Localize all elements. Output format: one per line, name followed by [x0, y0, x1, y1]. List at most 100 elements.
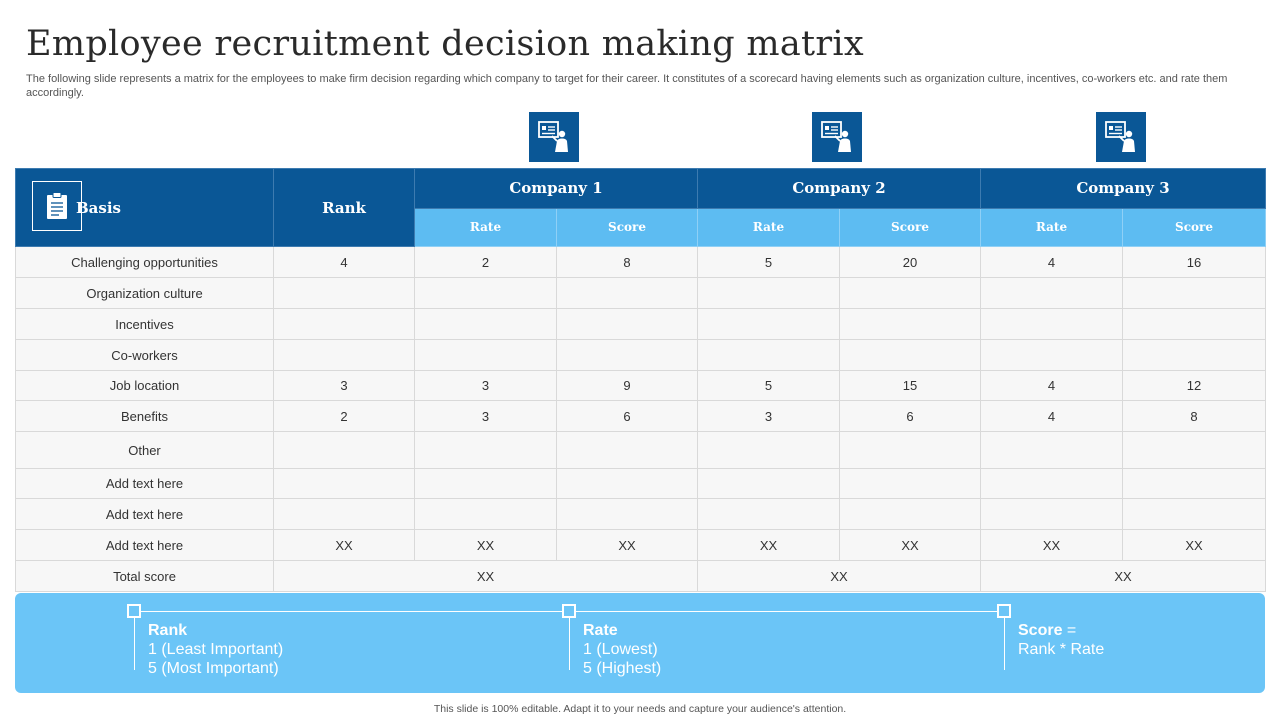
company-1-score-cell [556, 431, 698, 469]
rank-cell [273, 468, 415, 499]
table-row: Add text here XX XX XX XX XX XX XX [15, 529, 1266, 561]
company-3-presentation-icon [1096, 112, 1146, 162]
rank-cell [273, 431, 415, 469]
company-3-header: Company 3 [980, 168, 1266, 209]
company-3-rate-cell: XX [980, 529, 1123, 561]
company-2-score-cell [839, 308, 981, 340]
score-legend-heading: Score [1018, 622, 1063, 639]
rank-cell [273, 498, 415, 530]
company-2-score-cell: 6 [839, 400, 981, 432]
company-1-rate-cell [414, 277, 557, 309]
company-2-rate-cell [697, 277, 840, 309]
company-3-score-header: Score [1122, 207, 1266, 247]
rate-marker [562, 604, 576, 618]
company-1-rate-cell: 3 [414, 370, 557, 401]
company-3-score-cell: 16 [1122, 246, 1266, 278]
decision-matrix-table: Basis Rank Company 1 Company 2 Company 3… [15, 168, 1266, 592]
company-2-rate-cell [697, 308, 840, 340]
company-2-rate-cell [697, 468, 840, 499]
basis-cell: Add text here [15, 468, 274, 499]
rank-legend-line2: 5 (Most Important) [148, 660, 279, 677]
company-2-score-cell [839, 277, 981, 309]
clipboard-document-icon [32, 181, 82, 231]
rank-header: Rank [273, 168, 415, 247]
rank-legend: Rank 1 (Least Important) 5 (Most Importa… [148, 621, 283, 678]
basis-cell: Add text here [15, 529, 274, 561]
basis-cell: Organization culture [15, 277, 274, 309]
company-2-rate-cell [697, 498, 840, 530]
company-1-rate-cell [414, 468, 557, 499]
company-1-header: Company 1 [414, 168, 698, 209]
company-3-total: XX [980, 560, 1266, 592]
table-row: Job location 3 3 9 5 15 4 12 [15, 370, 1266, 401]
company-1-total: XX [273, 560, 698, 592]
company-1-score-cell [556, 468, 698, 499]
company-1-score-header: Score [556, 207, 698, 247]
basis-cell: Other [15, 431, 274, 469]
company-2-rate-header: Rate [697, 207, 840, 247]
company-1-rate-cell [414, 308, 557, 340]
company-2-rate-cell [697, 431, 840, 469]
company-1-rate-cell: XX [414, 529, 557, 561]
basis-header: Basis [15, 168, 274, 247]
company-2-rate-cell: XX [697, 529, 840, 561]
company-3-score-cell [1122, 308, 1266, 340]
company-2-score-cell [839, 431, 981, 469]
score-legend: Score = Rank * Rate [1018, 621, 1104, 659]
company-2-score-cell [839, 339, 981, 371]
rank-cell [273, 308, 415, 340]
company-2-rate-cell [697, 339, 840, 371]
page-subtitle: The following slide represents a matrix … [26, 73, 1228, 99]
company-1-rate-cell [414, 431, 557, 469]
page-title: Employee recruitment decision making mat… [26, 24, 864, 64]
company-2-presentation-icon [812, 112, 862, 162]
rank-cell [273, 339, 415, 371]
score-legend-line1: Rank * Rate [1018, 641, 1105, 658]
score-divider [1004, 618, 1005, 670]
table-row: Co-workers [15, 339, 1266, 371]
company-3-rate-cell [980, 339, 1123, 371]
rank-legend-heading: Rank [148, 622, 188, 639]
company-2-score-cell: 15 [839, 370, 981, 401]
rank-marker [127, 604, 141, 618]
company-3-rate-cell: 4 [980, 400, 1123, 432]
rank-cell: 3 [273, 370, 415, 401]
company-2-header: Company 2 [697, 168, 981, 209]
company-1-rate-cell [414, 498, 557, 530]
company-1-score-cell: 9 [556, 370, 698, 401]
company-1-score-cell: 8 [556, 246, 698, 278]
company-2-score-header: Score [839, 207, 981, 247]
rate-legend-line2: 5 (Highest) [583, 660, 662, 677]
company-3-rate-cell [980, 468, 1123, 499]
company-3-score-cell: 8 [1122, 400, 1266, 432]
company-2-score-cell [839, 468, 981, 499]
company-3-score-cell [1122, 468, 1266, 499]
basis-header-label: Basis [76, 198, 121, 217]
company-2-rate-cell: 5 [697, 246, 840, 278]
table-row: Challenging opportunities 4 2 8 5 20 4 16 [15, 246, 1266, 278]
basis-cell: Add text here [15, 498, 274, 530]
company-2-score-cell [839, 498, 981, 530]
company-3-score-cell: 12 [1122, 370, 1266, 401]
company-1-rate-cell: 2 [414, 246, 557, 278]
rate-legend-line1: 1 (Lowest) [583, 641, 658, 658]
table-row: Add text here [15, 498, 1266, 530]
company-1-score-cell [556, 498, 698, 530]
company-3-rate-header: Rate [980, 207, 1123, 247]
company-1-rate-cell [414, 339, 557, 371]
company-1-score-cell [556, 339, 698, 371]
table-row: Benefits 2 3 6 3 6 4 8 [15, 400, 1266, 432]
rate-divider [569, 618, 570, 670]
rank-legend-line1: 1 (Least Important) [148, 641, 284, 658]
rank-cell [273, 277, 415, 309]
rank-cell: 4 [273, 246, 415, 278]
company-1-score-cell: XX [556, 529, 698, 561]
company-3-score-cell [1122, 277, 1266, 309]
company-1-score-cell [556, 308, 698, 340]
company-2-rate-cell: 3 [697, 400, 840, 432]
company-2-score-cell: XX [839, 529, 981, 561]
rank-divider [134, 618, 135, 670]
rate-legend: Rate 1 (Lowest) 5 (Highest) [583, 621, 661, 678]
company-1-rate-cell: 3 [414, 400, 557, 432]
rank-cell: 2 [273, 400, 415, 432]
